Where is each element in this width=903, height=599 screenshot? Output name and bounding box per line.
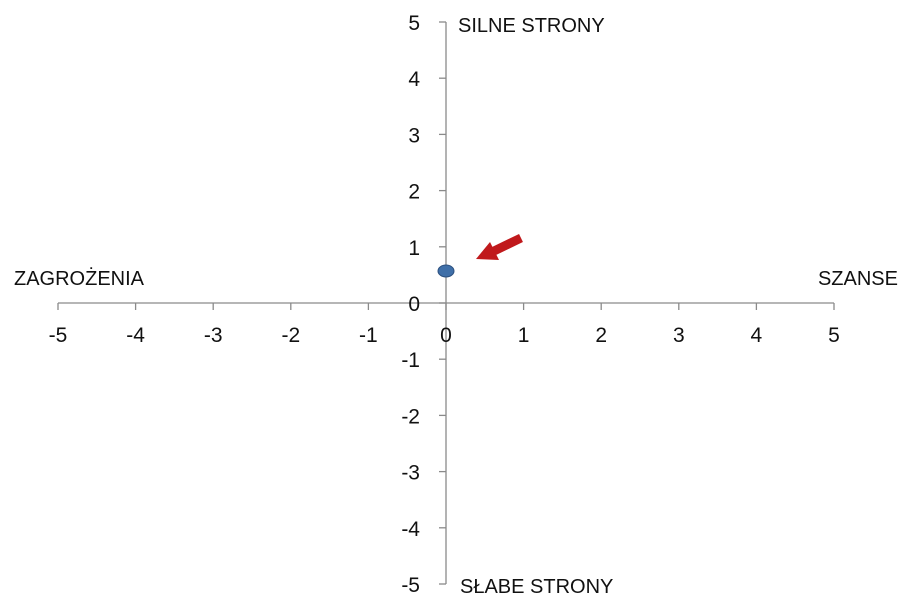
y-tick-label: -2 <box>401 405 420 428</box>
label-left-threats: ZAGROŻENIA <box>14 267 145 290</box>
y-tick-label: 2 <box>408 181 420 204</box>
y-tick-label: -4 <box>401 518 420 541</box>
x-tick-label: -4 <box>126 324 145 347</box>
y-tick-label: 4 <box>408 68 420 91</box>
ticks: -5 -4 -3 -2 -1 0 1 2 3 4 5 -5 -4 -3 -2 -1 0 1 2 3 4 5 <box>49 12 840 597</box>
label-top-strengths: SILNE STRONY <box>458 15 605 37</box>
x-tick-label: 5 <box>828 324 840 347</box>
y-tick-label: -5 <box>401 574 420 597</box>
x-tick-label: 2 <box>595 324 607 347</box>
y-tick-label: 1 <box>408 237 420 260</box>
x-tick-label: -1 <box>359 324 378 347</box>
x-tick-label: 4 <box>751 324 763 347</box>
label-bottom-weaknesses: SŁABE STRONY <box>460 576 613 598</box>
y-tick-label: -3 <box>401 462 420 485</box>
label-right-opportunities: SZANSE <box>818 268 898 290</box>
y-tick-label: 3 <box>408 124 420 147</box>
arrow-shaft <box>492 233 523 256</box>
y-tick-label: -1 <box>401 349 420 372</box>
x-tick-label: 0 <box>440 324 452 347</box>
x-tick-label: -5 <box>49 324 68 347</box>
x-tick-label: 3 <box>673 324 685 347</box>
arrow-head <box>476 242 499 260</box>
y-tick-label: 0 <box>408 293 420 316</box>
x-tick-label: -3 <box>204 324 223 347</box>
x-tick-label: -2 <box>281 324 300 347</box>
arrow-indicator <box>476 233 523 260</box>
y-tick-label: 5 <box>408 12 420 35</box>
x-tick-label: 1 <box>518 324 530 347</box>
data-point <box>437 264 455 278</box>
points <box>437 264 455 278</box>
